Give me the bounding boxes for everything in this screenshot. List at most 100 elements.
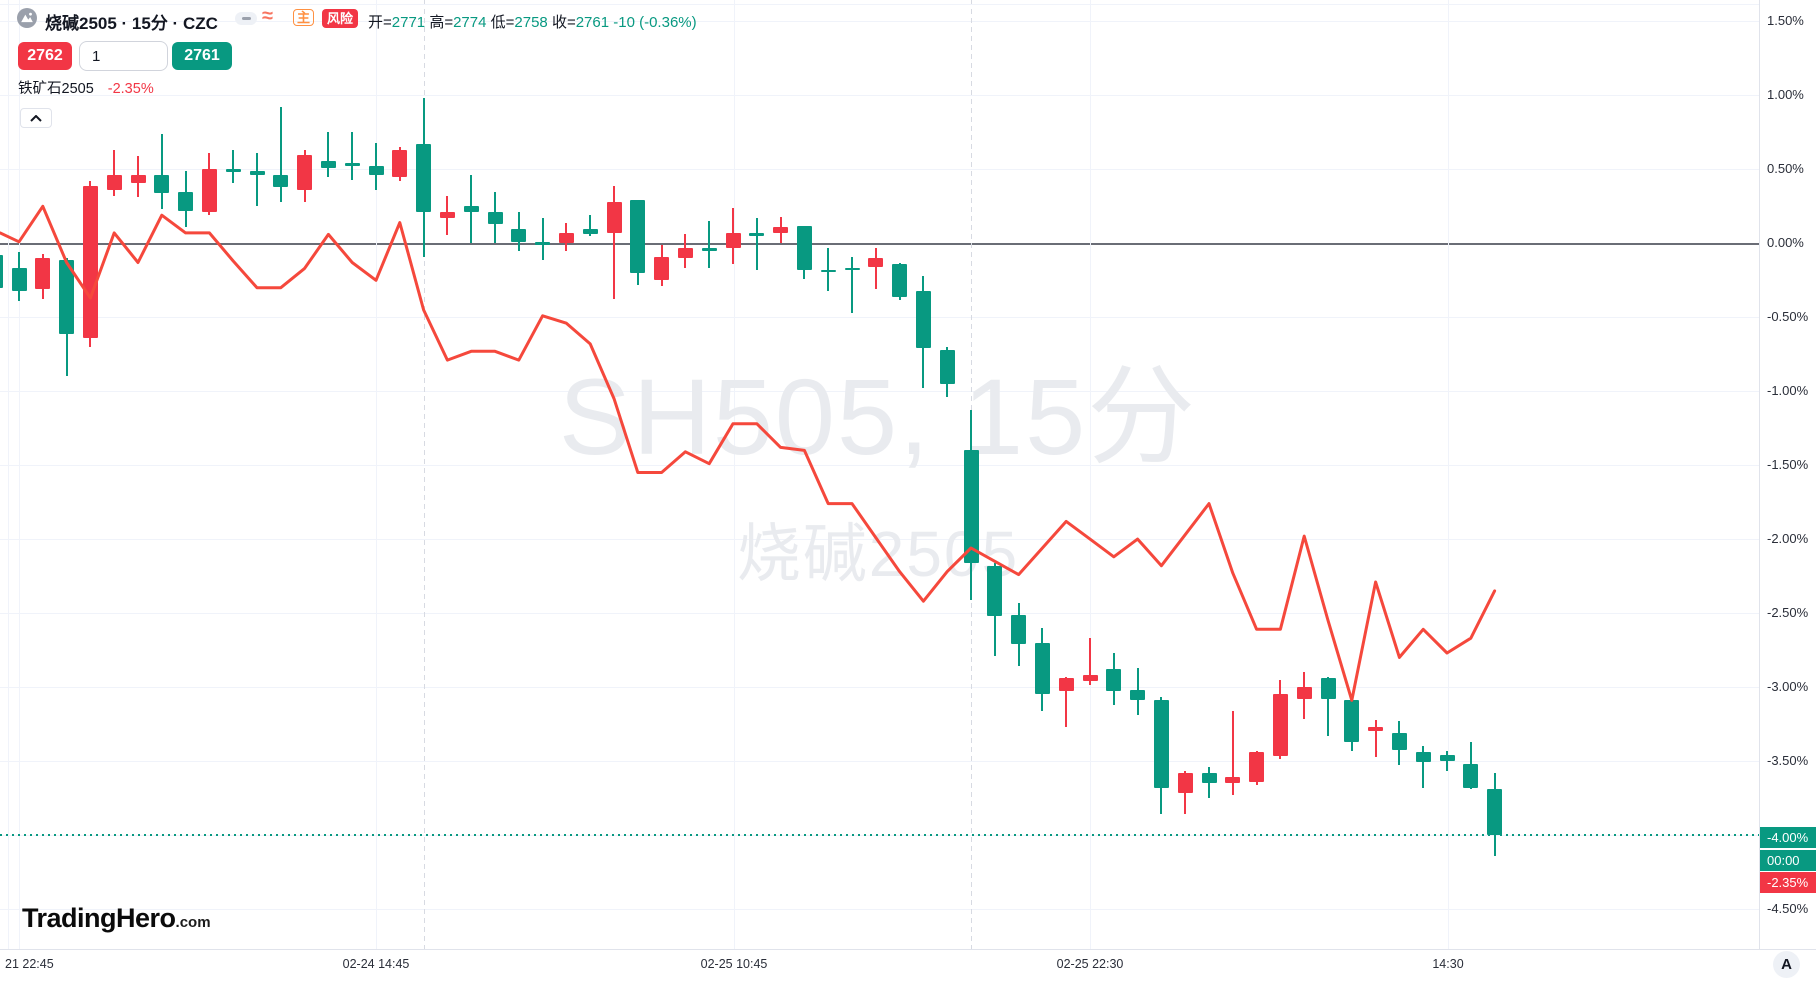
candle (1344, 700, 1360, 742)
gridline (0, 21, 1759, 23)
symbol-watermark: SH505, 15分 (558, 356, 1198, 477)
price-tick-label: -4.50% (1767, 900, 1809, 916)
candle-wick (708, 221, 711, 269)
candle-wick (589, 215, 592, 236)
candle-wick (375, 142, 377, 190)
main-contract-badge[interactable]: 主 (293, 9, 315, 26)
candle (844, 268, 860, 271)
overlay-price-label: -2.35% (1760, 872, 1816, 893)
time-tick-label: 02-25 22:30 (1056, 957, 1124, 971)
candle (535, 241, 551, 245)
candle (344, 163, 360, 167)
price-tick-label: 0.00% (1767, 235, 1804, 251)
price-tick-label: 1.50% (1767, 13, 1804, 29)
candle (1487, 789, 1503, 835)
candle (1058, 678, 1074, 692)
legend-toggle-icon[interactable] (235, 12, 257, 25)
candle (1320, 678, 1336, 699)
candle-wick (279, 107, 282, 202)
price-tick-label: -1.00% (1767, 383, 1809, 399)
candle (915, 290, 931, 349)
candle (1272, 694, 1288, 757)
gridline (0, 908, 1759, 910)
candle (463, 206, 479, 213)
candle (677, 247, 693, 259)
candle (582, 228, 598, 235)
approx-icon[interactable]: ≈ (262, 5, 273, 27)
gridline (1448, 0, 1449, 949)
price-axis[interactable]: 1.50% 1.00% 0.50% 0.00% -0.50% -1.00% -1.50% -2… (1760, 0, 1816, 949)
time-tick-label: 14:30 (1432, 957, 1464, 971)
candle-wick (351, 132, 354, 180)
candle (1082, 675, 1098, 682)
candle (892, 264, 908, 297)
candle (35, 258, 51, 290)
candle (11, 268, 27, 291)
price-axis-separator (1759, 0, 1760, 949)
symbol-title[interactable]: 烧碱2505 · 15分 · CZC (45, 14, 218, 33)
sell-price-button[interactable]: 2762 (18, 42, 72, 70)
candle (1225, 777, 1241, 784)
price-tick-label: -3.50% (1767, 753, 1809, 768)
candle (1177, 772, 1193, 794)
candle-wick (1374, 719, 1377, 757)
candle-wick (851, 256, 853, 313)
overlay-symbol-label[interactable]: 铁矿石2505 (18, 81, 94, 97)
candle (987, 565, 1003, 616)
candle (1249, 752, 1265, 782)
candle (701, 247, 717, 251)
candle-wick (327, 132, 330, 177)
candle (1368, 726, 1384, 732)
candle (725, 232, 741, 248)
candle-wick (1089, 638, 1091, 686)
candle (1106, 669, 1122, 692)
price-tick-label: -3.00% (1767, 679, 1809, 694)
auto-scale-badge[interactable]: A (1773, 951, 1800, 978)
candle (1011, 614, 1027, 645)
candle (1415, 752, 1431, 763)
candle (511, 228, 527, 242)
candle (1439, 755, 1455, 761)
candle (1153, 700, 1169, 788)
gridline (0, 317, 1759, 319)
collapse-legend-button[interactable] (20, 108, 52, 128)
change-value: -10 (-0.36%) (613, 14, 697, 31)
quantity-input[interactable] (79, 41, 168, 71)
candle (1296, 687, 1312, 699)
high-label: 高= (429, 14, 454, 31)
gridline (0, 613, 1759, 614)
time-tick-label: 02-24 14:45 (342, 957, 410, 971)
candle (487, 212, 503, 224)
buy-price-button[interactable]: 2761 (172, 42, 232, 70)
candle-wick (1065, 676, 1068, 727)
time-tick-label: 02-25 10:45 (700, 957, 768, 971)
gridline (0, 761, 1759, 762)
candle-wick (1422, 746, 1425, 788)
zero-gridline (0, 243, 1759, 246)
candle (939, 349, 955, 384)
candle-wick (1231, 710, 1234, 795)
price-tick-label: -0.50% (1767, 309, 1809, 325)
candle (820, 269, 836, 272)
gridline (19, 0, 20, 949)
candle (773, 227, 789, 233)
candle-wick (613, 185, 615, 300)
low-label: 低= (490, 14, 515, 31)
gridline (1090, 0, 1091, 949)
candle-wick (874, 247, 877, 290)
ohlc-readout: 开=2771 高=2774 低=2758 收=2761 -10 (-0.36%) (368, 11, 697, 32)
candle (368, 166, 384, 176)
candle (1463, 763, 1479, 788)
price-tick-label: -2.00% (1767, 531, 1809, 547)
candle (1391, 732, 1407, 751)
open-value: 2771 (391, 14, 426, 31)
candle (416, 144, 432, 213)
candle (201, 169, 217, 213)
open-label: 开= (368, 14, 392, 31)
time-axis[interactable]: 21 22:45 02-24 14:45 02-25 10:45 02-25 22:3… (0, 950, 1816, 984)
candle (249, 170, 265, 176)
risk-badge[interactable]: 风险 (322, 9, 359, 28)
candle (558, 232, 574, 244)
candle (796, 225, 812, 270)
